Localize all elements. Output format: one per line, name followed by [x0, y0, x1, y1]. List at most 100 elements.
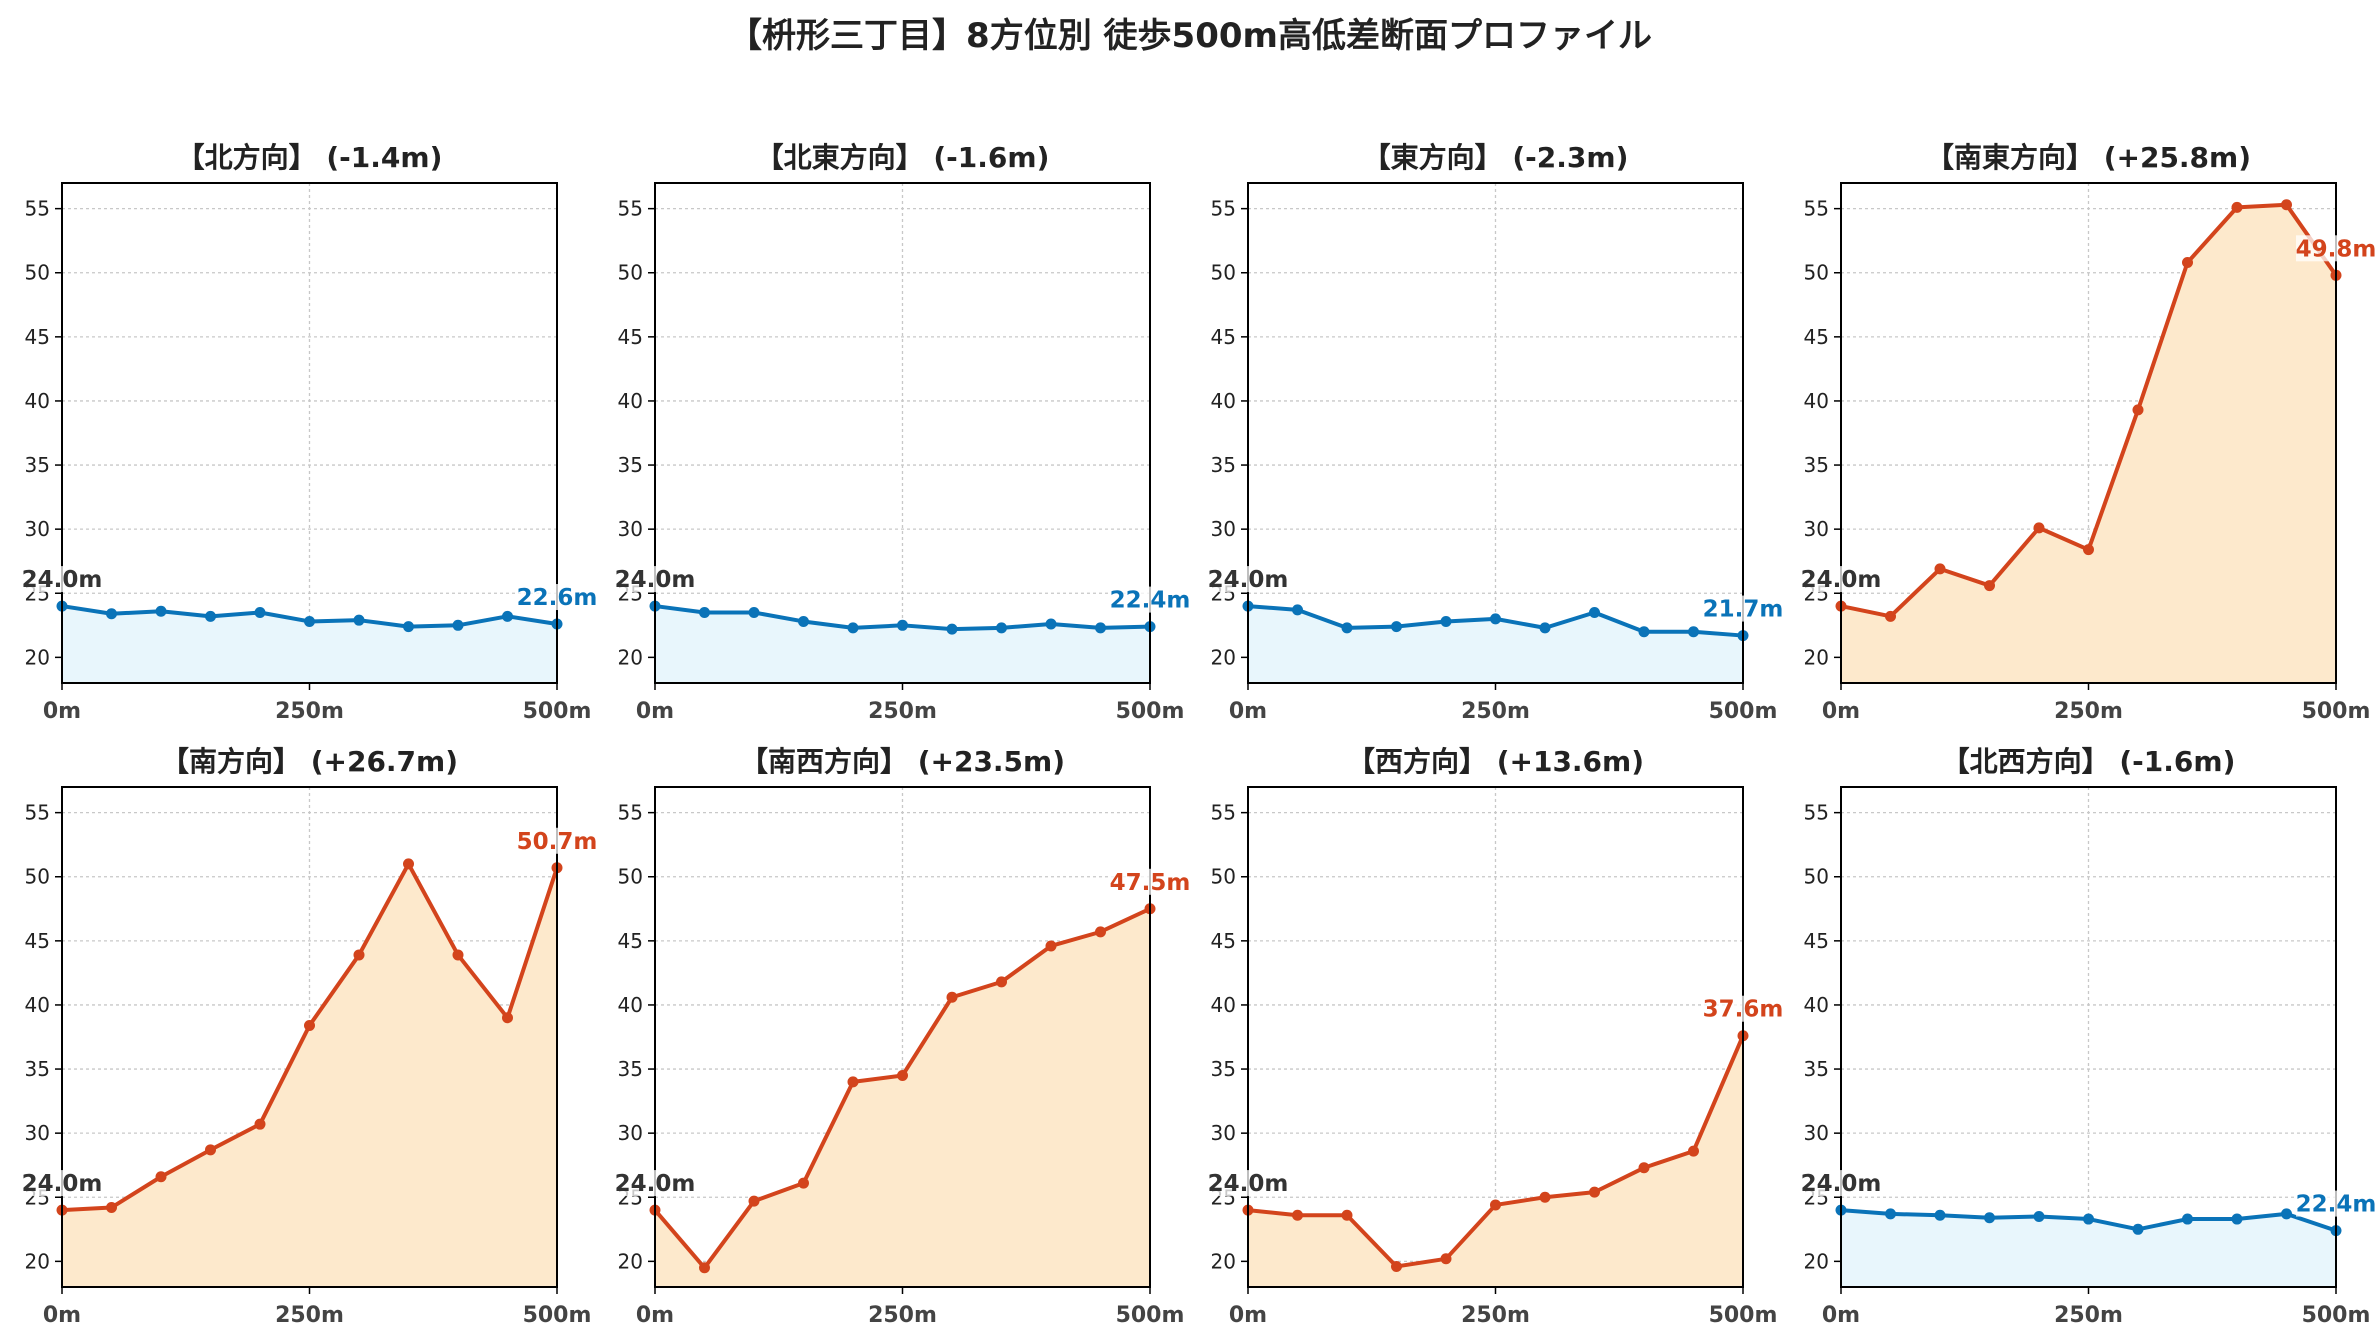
data-point — [897, 1069, 908, 1081]
y-tick-label: 45 — [1804, 325, 1829, 349]
end-label: 47.5m — [1110, 870, 1191, 896]
data-point — [1885, 610, 1896, 622]
y-tick-label: 40 — [618, 993, 643, 1017]
y-tick-label: 20 — [1211, 645, 1236, 669]
data-point — [1984, 1212, 1995, 1224]
data-point — [1440, 615, 1452, 627]
data-point — [1934, 563, 1946, 575]
data-point — [1539, 622, 1551, 634]
data-point — [155, 605, 167, 617]
data-point — [1589, 1186, 1600, 1198]
y-tick-label: 55 — [618, 197, 643, 221]
y-tick-label: 30 — [618, 517, 643, 541]
end-label-bg — [2296, 1190, 2376, 1217]
y-tick-label: 50 — [1211, 261, 1236, 285]
data-point — [403, 621, 414, 633]
end-label: 50.7m — [517, 829, 598, 855]
data-point — [1391, 1260, 1402, 1272]
y-tick-label: 55 — [1211, 801, 1236, 825]
data-point — [1045, 618, 1057, 630]
data-point — [1095, 622, 1106, 634]
data-point — [897, 619, 908, 631]
data-point — [1045, 940, 1057, 952]
subplot-title: 【北東方向】 (-1.6m) — [756, 141, 1050, 174]
y-tick-label: 20 — [25, 645, 50, 669]
end-label: 21.7m — [1703, 597, 1784, 623]
data-point — [1341, 1209, 1353, 1221]
x-tick-label: 250m — [868, 1303, 937, 1328]
page-title: 【枡形三丁目】8方位別 徒歩500m高低差断面プロファイル — [728, 16, 1652, 56]
data-point — [304, 1019, 315, 1031]
start-label: 24.0m — [1801, 567, 1882, 593]
data-point — [353, 614, 365, 626]
start-label-bg — [615, 1170, 695, 1197]
data-point — [946, 991, 958, 1003]
data-point — [996, 622, 1007, 634]
y-tick-label: 40 — [1804, 389, 1829, 413]
y-tick-label: 45 — [1211, 325, 1236, 349]
y-tick-label: 40 — [25, 993, 50, 1017]
start-label-bg — [615, 566, 695, 593]
x-tick-label: 500m — [523, 699, 592, 724]
y-tick-label: 30 — [25, 517, 50, 541]
x-tick-label: 0m — [43, 1303, 81, 1328]
end-label-bg — [1703, 995, 1783, 1022]
area-fill — [655, 908, 1150, 1287]
x-tick-label: 250m — [275, 1303, 344, 1328]
data-point — [699, 606, 710, 618]
data-point — [1341, 622, 1353, 634]
data-point — [2033, 1210, 2045, 1222]
data-point — [1934, 1209, 1946, 1221]
start-label-bg — [1801, 566, 1881, 593]
data-point — [1589, 606, 1600, 618]
data-point — [798, 615, 809, 627]
y-tick-label: 55 — [25, 197, 50, 221]
end-label: 22.4m — [2296, 1192, 2377, 1218]
area-fill — [1841, 1210, 2336, 1287]
data-point — [2033, 522, 2045, 534]
data-point — [2083, 1213, 2094, 1225]
y-tick-label: 50 — [1804, 261, 1829, 285]
area-fill — [1248, 1035, 1743, 1287]
y-tick-label: 20 — [1804, 1249, 1829, 1273]
y-tick-label: 35 — [25, 1057, 50, 1081]
area-fill — [1248, 606, 1743, 683]
data-point — [155, 1171, 167, 1183]
data-point — [1292, 1209, 1303, 1221]
data-point — [254, 1118, 266, 1130]
y-tick-label: 50 — [1211, 865, 1236, 889]
start-label: 24.0m — [615, 1171, 696, 1197]
data-point — [1638, 626, 1650, 638]
data-point — [1490, 1199, 1501, 1211]
y-tick-label: 30 — [1804, 517, 1829, 541]
y-tick-label: 55 — [1804, 197, 1829, 221]
subplot-title: 【北方向】 (-1.4m) — [177, 141, 443, 174]
end-label-bg — [517, 584, 597, 611]
end-label: 49.8m — [2296, 236, 2377, 262]
data-point — [452, 949, 464, 961]
y-tick-label: 40 — [1211, 993, 1236, 1017]
end-label-bg — [1110, 868, 1190, 895]
x-tick-label: 250m — [1461, 1303, 1530, 1328]
data-point — [996, 976, 1007, 988]
data-point — [748, 1195, 760, 1207]
y-tick-label: 50 — [1804, 865, 1829, 889]
y-tick-label: 30 — [1211, 1121, 1236, 1145]
y-tick-label: 45 — [1211, 929, 1236, 953]
start-label: 24.0m — [1801, 1171, 1882, 1197]
data-point — [1539, 1191, 1551, 1203]
y-tick-label: 30 — [1804, 1121, 1829, 1145]
data-point — [502, 610, 513, 622]
end-label-bg — [517, 827, 597, 854]
end-label-bg — [2296, 235, 2376, 262]
x-tick-label: 500m — [1116, 1303, 1185, 1328]
start-label: 24.0m — [1208, 567, 1289, 593]
data-point — [254, 606, 266, 618]
data-point — [1292, 604, 1303, 616]
x-tick-label: 0m — [1229, 699, 1267, 724]
start-label: 24.0m — [615, 567, 696, 593]
